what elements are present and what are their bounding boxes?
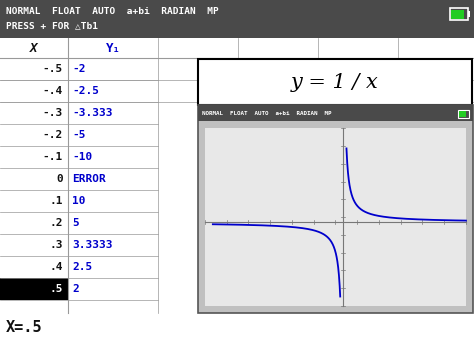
Text: -2.5: -2.5 <box>72 86 99 96</box>
Text: -.5: -.5 <box>43 64 63 74</box>
Bar <box>452 10 465 19</box>
Text: .5: .5 <box>49 284 63 294</box>
Bar <box>450 8 468 20</box>
Bar <box>198 105 473 313</box>
Text: .4: .4 <box>49 262 63 272</box>
Bar <box>0 38 474 58</box>
Text: -.2: -.2 <box>43 130 63 140</box>
Text: NORMAL  FLOAT  AUTO  a+bi  RADIAN  MP: NORMAL FLOAT AUTO a+bi RADIAN MP <box>202 111 331 116</box>
Text: .3: .3 <box>49 240 63 250</box>
Bar <box>205 128 466 306</box>
Text: 5: 5 <box>72 218 79 228</box>
Bar <box>458 110 469 118</box>
Bar <box>198 105 473 121</box>
Text: 0: 0 <box>56 174 63 184</box>
Text: -3.333: -3.333 <box>72 108 112 118</box>
Text: 10: 10 <box>72 196 85 206</box>
Text: .2: .2 <box>49 218 63 228</box>
Text: .1: .1 <box>49 196 63 206</box>
Text: 2: 2 <box>72 284 79 294</box>
Text: 2.5: 2.5 <box>72 262 92 272</box>
Text: ERROR: ERROR <box>72 174 106 184</box>
Text: X=.5: X=.5 <box>6 320 43 335</box>
Text: 3.3333: 3.3333 <box>72 240 112 250</box>
Text: -10: -10 <box>72 152 92 162</box>
Text: Y₁: Y₁ <box>106 42 120 55</box>
Bar <box>0 0 474 38</box>
Bar <box>0 38 474 313</box>
Text: X: X <box>30 42 38 55</box>
Bar <box>198 59 472 105</box>
Text: -.1: -.1 <box>43 152 63 162</box>
Text: -.3: -.3 <box>43 108 63 118</box>
Text: -5: -5 <box>72 130 85 140</box>
Bar <box>459 111 466 117</box>
Bar <box>468 11 471 17</box>
Text: -2: -2 <box>72 64 85 74</box>
Text: -.4: -.4 <box>43 86 63 96</box>
Bar <box>0 278 68 300</box>
Text: PRESS + FOR △Tb1: PRESS + FOR △Tb1 <box>6 22 98 31</box>
Text: y = 1 / x: y = 1 / x <box>291 73 379 92</box>
Bar <box>0 313 474 343</box>
Text: NORMAL  FLOAT  AUTO  a+bi  RADIAN  MP: NORMAL FLOAT AUTO a+bi RADIAN MP <box>6 7 219 15</box>
